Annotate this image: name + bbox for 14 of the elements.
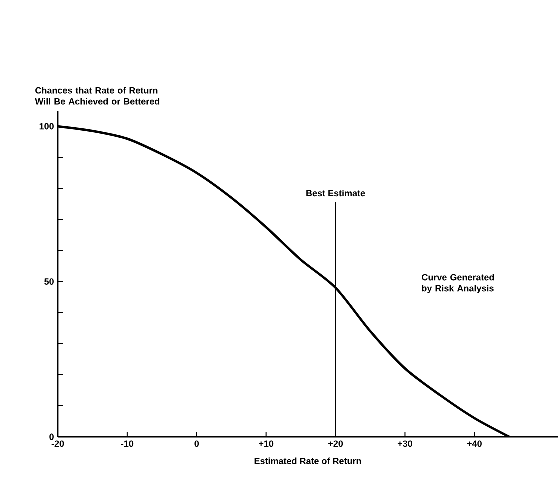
y-tick-label: 100	[40, 123, 54, 130]
y-tick-label: 50	[44, 278, 54, 285]
y-tick-label: 0	[50, 434, 54, 440]
x-tick-label: -10	[121, 440, 134, 448]
ref-line-label: Best Estimate	[306, 190, 366, 197]
annotation: Curve Generated by Risk Analysis	[422, 274, 494, 294]
x-tick-label: +40	[467, 440, 482, 448]
x-tick-label: +30	[398, 440, 412, 448]
x-tick-label: -20	[52, 440, 64, 448]
y-axis-title: Chances that Rate of Return Will Be Achieved or Bettered	[35, 87, 160, 105]
x-axis-title: Estimated Rate of Return	[254, 458, 362, 464]
x-tick-label: +10	[259, 440, 274, 448]
x-tick-label: +20	[328, 440, 344, 448]
x-tick-label: 0	[194, 440, 200, 448]
